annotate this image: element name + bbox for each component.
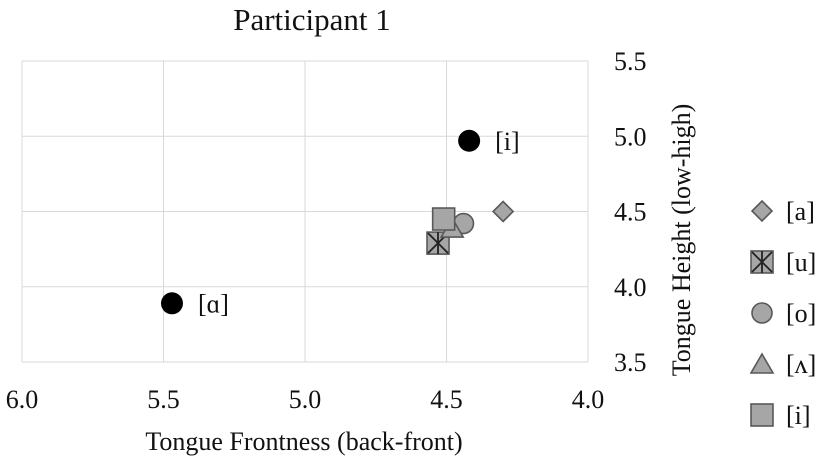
y-tick-label: 4.5 [614,198,647,227]
x-axis-label: Tongue Frontness (back-front) [145,427,462,456]
legend-marker-2 [751,302,773,324]
legend-label: [u] [786,248,816,277]
legend: [a] [u] [o] [ʌ] [i] [749,197,816,430]
y-tick-label: 5.5 [614,47,647,76]
x-tick-label: 4.0 [572,385,605,414]
y-tick-label: 3.5 [614,348,647,377]
legend-marker-0 [750,199,774,223]
legend-label: [i] [786,401,811,430]
reference-point-1 [160,292,183,315]
data-points: [i] [ɑ] [160,127,520,318]
reference-point-label: [i] [495,127,520,156]
grid [21,60,589,363]
x-tick-labels: 6.0 5.5 5.0 4.5 4.0 [6,385,605,414]
chart-title: Participant 1 [233,2,391,37]
point-diamond-0 [491,200,515,223]
reference-point-label: [ɑ] [198,289,229,318]
x-tick-label: 5.5 [147,385,180,414]
y-axis-label: Tongue Height (low-high) [667,104,696,377]
y-tick-label: 4.0 [614,273,647,302]
legend-label: [o] [786,299,816,328]
legend-label: [ʌ] [786,350,816,379]
x-tick-label: 4.5 [430,385,463,414]
reference-point-0 [458,129,481,152]
y-tick-labels: 5.5 5.0 4.5 4.0 3.5 [614,47,647,377]
x-tick-label: 6.0 [6,385,39,414]
legend-marker-1 [750,250,774,274]
legend-marker-4 [750,403,774,427]
x-tick-label: 5.0 [289,385,322,414]
legend-marker-3 [749,352,775,374]
y-tick-label: 5.0 [614,122,647,151]
point-square-4 [431,207,456,231]
legend-label: [a] [786,197,815,226]
